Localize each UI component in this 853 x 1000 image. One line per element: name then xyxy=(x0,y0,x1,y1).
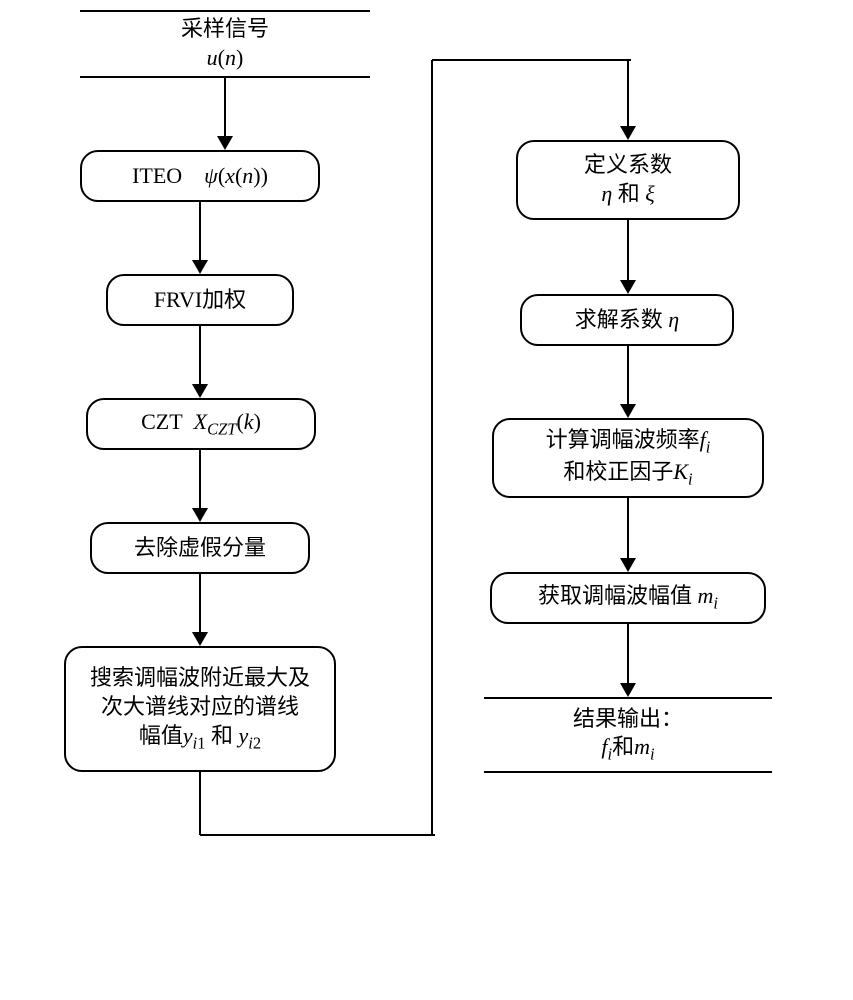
flowchart-canvas: 采样信号u(n) ITEO ψ(x(n)) FRVI加权 CZT XCZT(k) 去除虚… xyxy=(0,0,853,1000)
node-define: 定义系数η 和 ξ xyxy=(516,140,740,220)
arrow-head xyxy=(192,260,208,274)
node-frvi: FRVI加权 xyxy=(106,274,294,326)
edge-segment xyxy=(199,772,202,835)
edge-segment xyxy=(432,59,631,62)
arrow-head xyxy=(217,136,233,150)
edge-segment xyxy=(199,450,202,508)
edge-segment xyxy=(199,326,202,384)
node-czt: CZT XCZT(k) xyxy=(86,398,316,450)
arrow-head xyxy=(620,404,636,418)
node-iteo: ITEO ψ(x(n)) xyxy=(80,150,320,202)
node-start: 采样信号u(n) xyxy=(80,10,370,78)
node-calc: 计算调幅波频率fi和校正因子Ki xyxy=(492,418,764,498)
node-amp: 获取调幅波幅值 mi xyxy=(490,572,766,624)
edge-segment xyxy=(224,78,227,136)
arrow-head xyxy=(620,683,636,697)
edge-segment xyxy=(431,60,434,835)
node-remove: 去除虚假分量 xyxy=(90,522,310,574)
edge-segment xyxy=(627,498,630,558)
arrow-head xyxy=(192,508,208,522)
edge-segment xyxy=(200,834,435,837)
edge-segment xyxy=(627,220,630,280)
arrow-head xyxy=(620,126,636,140)
node-output: 结果输出：fi和mi xyxy=(484,697,772,773)
edge-segment xyxy=(199,202,202,260)
arrow-head xyxy=(620,280,636,294)
edge-segment xyxy=(627,624,630,683)
node-solve: 求解系数 η xyxy=(520,294,734,346)
node-search: 搜索调幅波附近最大及次大谱线对应的谱线幅值yi1 和 yi2 xyxy=(64,646,336,772)
arrow-head xyxy=(192,384,208,398)
arrow-head xyxy=(192,632,208,646)
arrow-head xyxy=(620,558,636,572)
edge-segment xyxy=(627,60,630,126)
edge-segment xyxy=(627,346,630,404)
edge-segment xyxy=(199,574,202,632)
